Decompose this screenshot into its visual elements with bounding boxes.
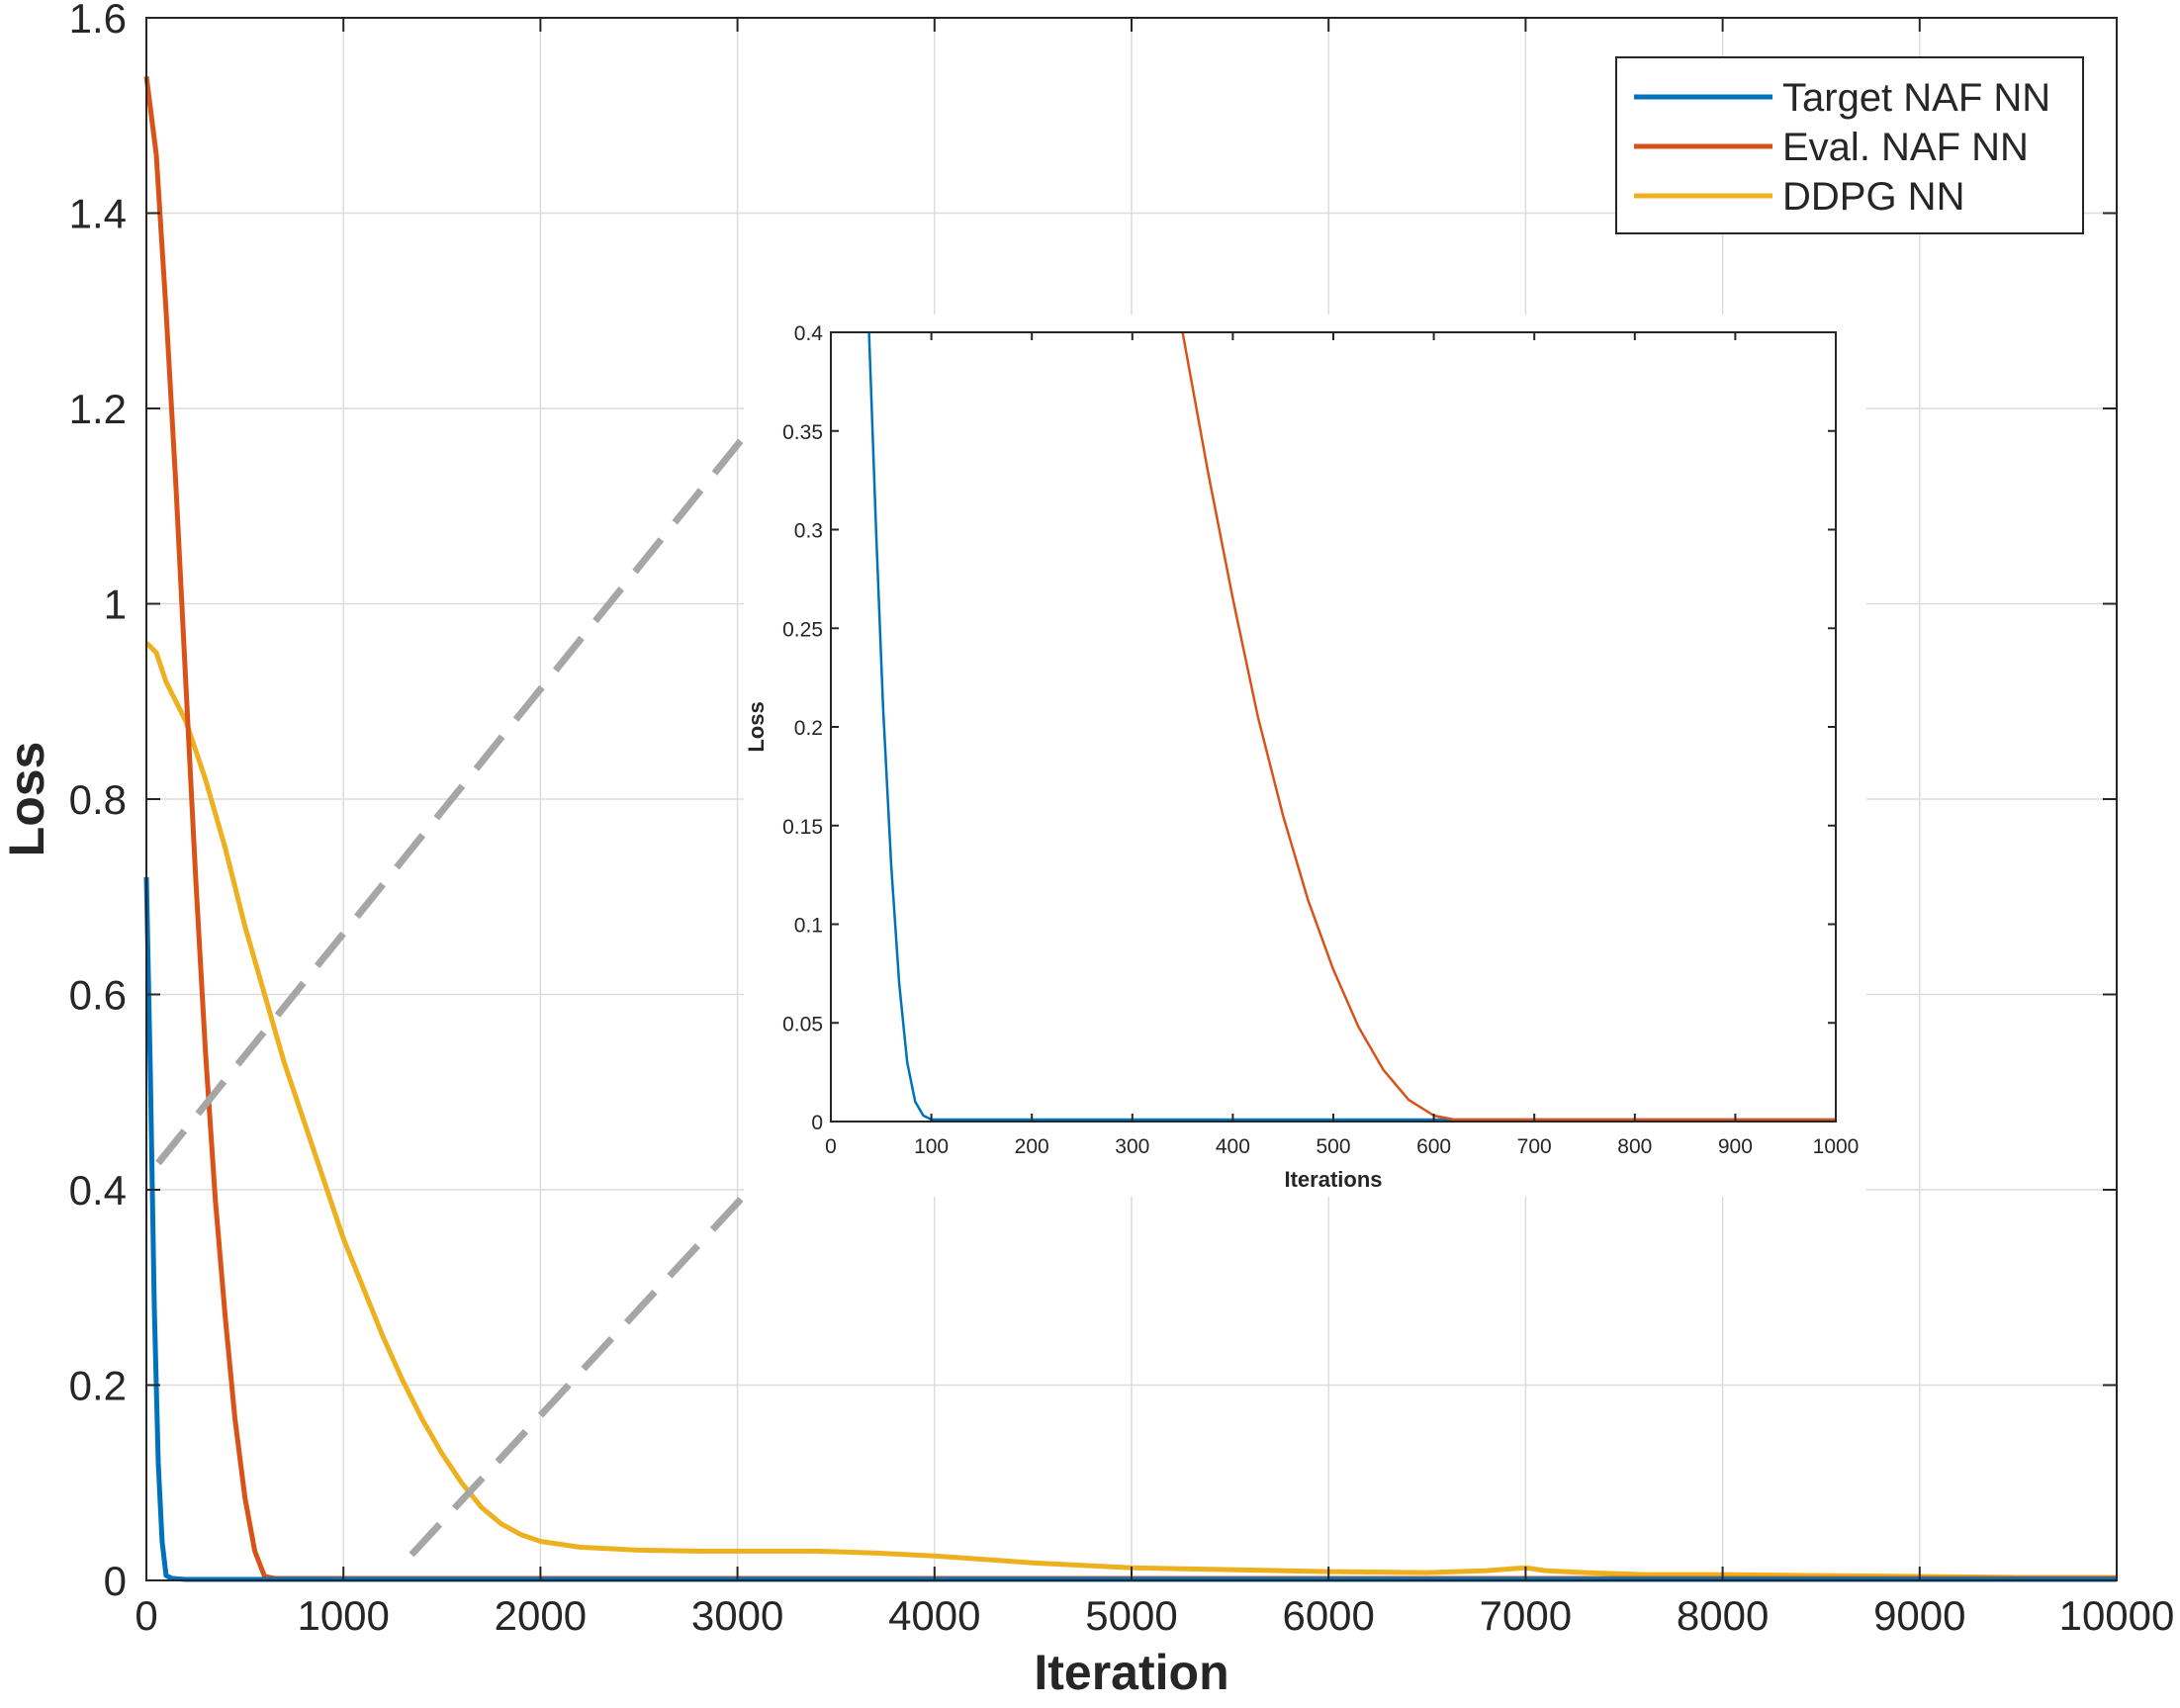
main-y-tick-label: 1.2: [69, 386, 127, 432]
main-x-tick-label: 6000: [1282, 1592, 1374, 1639]
main-x-tick-label: 0: [135, 1592, 157, 1639]
inset-y-tick-label: 0.25: [782, 618, 823, 641]
main-x-tick-label: 10000: [2059, 1592, 2175, 1639]
inset-y-tick-label: 0.15: [782, 816, 823, 839]
inset-x-tick-label: 700: [1517, 1135, 1552, 1158]
inset-x-tick-label: 600: [1416, 1135, 1451, 1158]
main-y-axis-title: Loss: [0, 742, 54, 857]
inset-background: [744, 315, 1866, 1197]
main-x-tick-label: 5000: [1085, 1592, 1177, 1639]
inset-ticks: 0 100 200 300 400 500 600 700 800 900 1000 0 0.05 0.1…: [782, 322, 1859, 1158]
inset-y-axis-title: Loss: [744, 701, 769, 752]
inset-y-tick-label: 0.1: [794, 915, 823, 938]
inset-y-tick-label: 0.3: [794, 520, 823, 543]
inset-y-tick-label: 0.4: [794, 322, 824, 345]
main-x-tick-label: 8000: [1677, 1592, 1769, 1639]
main-x-tick-label: 7000: [1480, 1592, 1572, 1639]
inset-series-line-0: [867, 331, 1836, 1122]
legend-label: DDPG NN: [1782, 175, 1964, 219]
main-y-tick-label: 0.8: [69, 776, 127, 823]
main-y-tick-label: 1.4: [69, 191, 127, 237]
zoom-connectors: [155, 338, 824, 1558]
inset-x-tick-label: 800: [1617, 1135, 1652, 1158]
inset-y-tick-label: 0: [811, 1112, 823, 1134]
inset-y-tick-label: 0.2: [794, 717, 823, 740]
main-ticks: 0 1000 2000 3000 4000 5000 6000 7000 8000 9000 100…: [69, 0, 2175, 1639]
inset-y-tick-label: 0.05: [782, 1013, 823, 1035]
main-x-tick-label: 3000: [691, 1592, 783, 1639]
main-y-tick-label: 0.2: [69, 1363, 127, 1409]
main-x-tick-label: 9000: [1873, 1592, 1965, 1639]
inset-x-tick-label: 900: [1718, 1135, 1753, 1158]
main-y-tick-label: 0.4: [69, 1167, 127, 1214]
main-x-tick-label: 2000: [495, 1592, 587, 1639]
main-x-axis-title: Iteration: [1034, 1645, 1228, 1700]
inset-y-tick-label: 0.35: [782, 421, 823, 444]
main-x-tick-label: 1000: [297, 1592, 389, 1639]
zoom-connector-line: [409, 1110, 824, 1558]
inset-chart: 0 100 200 300 400 500 600 700 800 900 1000 0 0.05 0.1…: [744, 315, 1866, 1197]
inset-series: [867, 331, 1836, 1122]
inset-x-tick-label: 400: [1216, 1135, 1250, 1158]
inset-x-tick-label: 1000: [1813, 1135, 1860, 1158]
main-y-tick-label: 0.6: [69, 972, 127, 1019]
inset-x-axis-title: Iterations: [1284, 1167, 1382, 1192]
inset-x-tick-label: 500: [1316, 1135, 1350, 1158]
legend-label: Eval. NAF NN: [1782, 126, 2029, 169]
main-series-line-2: [144, 641, 2117, 1580]
legend-label: Target NAF NN: [1782, 76, 2050, 120]
inset-series-line-1: [1181, 331, 1836, 1122]
inset-x-tick-label: 200: [1015, 1135, 1049, 1158]
main-y-tick-label: 1: [104, 582, 127, 628]
main-x-tick-label: 4000: [888, 1592, 980, 1639]
zoom-connector-line: [155, 338, 824, 1166]
main-y-tick-label: 0: [104, 1558, 127, 1604]
inset-x-tick-label: 0: [825, 1135, 837, 1158]
main-y-tick-label: 1.6: [69, 0, 127, 42]
inset-x-tick-label: 300: [1115, 1135, 1149, 1158]
inset-x-tick-label: 100: [914, 1135, 949, 1158]
legend: Target NAF NN Eval. NAF NN DDPG NN: [1615, 56, 2084, 234]
